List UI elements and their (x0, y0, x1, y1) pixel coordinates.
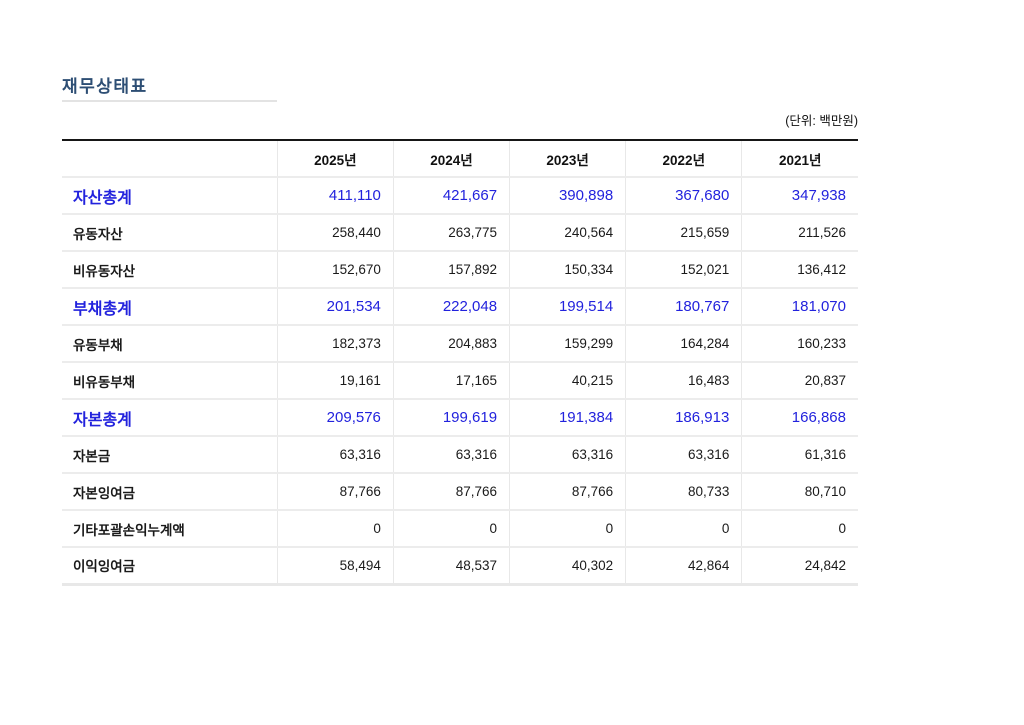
value-cell: 186,913 (625, 399, 742, 437)
value-cell: 204,883 (392, 325, 510, 363)
value-cell: 58,494 (276, 547, 394, 585)
value-cell: 222,048 (392, 288, 510, 326)
row-retained-earnings: 이익잉여금 58,494 48,537 40,302 42,864 24,842 (62, 547, 858, 585)
page-title: 재무상태표 (62, 77, 148, 96)
value-cell: 240,564 (509, 214, 626, 252)
value-cell: 63,316 (276, 436, 394, 474)
value-cell: 87,766 (392, 473, 510, 511)
year-header-2021: 2021년 (741, 140, 858, 178)
row-capital-stock: 자본금 63,316 63,316 63,316 63,316 61,316 (62, 436, 858, 474)
value-cell: 201,534 (276, 288, 394, 326)
value-cell: 136,412 (741, 251, 858, 289)
row-label: 유동자산 (62, 214, 278, 252)
value-cell: 199,514 (509, 288, 626, 326)
row-non-current-assets: 비유동자산 152,670 157,892 150,334 152,021 13… (62, 251, 858, 289)
corner-cell (62, 140, 278, 178)
value-cell: 215,659 (625, 214, 742, 252)
value-cell: 0 (392, 510, 510, 548)
value-cell: 17,165 (392, 362, 510, 400)
unit-note: (단위: 백만원) (785, 114, 858, 128)
value-cell: 63,316 (625, 436, 742, 474)
value-cell: 347,938 (741, 177, 858, 215)
value-cell: 63,316 (509, 436, 626, 474)
row-label: 자본잉여금 (62, 473, 278, 511)
value-cell: 63,316 (392, 436, 510, 474)
value-cell: 166,868 (741, 399, 858, 437)
value-cell: 211,526 (741, 214, 858, 252)
value-cell: 40,215 (509, 362, 626, 400)
value-cell: 199,619 (392, 399, 510, 437)
row-label: 기타포괄손익누계액 (62, 510, 278, 548)
row-label: 이익잉여금 (62, 547, 278, 585)
value-cell: 258,440 (276, 214, 394, 252)
value-cell: 0 (509, 510, 626, 548)
value-cell: 159,299 (509, 325, 626, 363)
row-label: 비유동자산 (62, 251, 278, 289)
value-cell: 40,302 (509, 547, 626, 585)
header-row: 2025년 2024년 2023년 2022년 2021년 (62, 140, 858, 178)
value-cell: 180,767 (625, 288, 742, 326)
value-cell: 20,837 (741, 362, 858, 400)
value-cell: 152,670 (276, 251, 394, 289)
balance-sheet-table: 2025년 2024년 2023년 2022년 2021년 자산총계 411,1… (62, 139, 858, 586)
row-label: 부채총계 (62, 288, 278, 326)
value-cell: 411,110 (276, 177, 394, 215)
year-header-2025: 2025년 (276, 140, 394, 178)
value-cell: 80,710 (741, 473, 858, 511)
row-label: 자본총계 (62, 399, 278, 437)
value-cell: 0 (741, 510, 858, 548)
row-total-liabilities: 부채총계 201,534 222,048 199,514 180,767 181… (62, 288, 858, 326)
row-accumulated-oci: 기타포괄손익누계액 0 0 0 0 0 (62, 510, 858, 548)
value-cell: 150,334 (509, 251, 626, 289)
value-cell: 160,233 (741, 325, 858, 363)
row-current-assets: 유동자산 258,440 263,775 240,564 215,659 211… (62, 214, 858, 252)
value-cell: 87,766 (509, 473, 626, 511)
row-total-assets: 자산총계 411,110 421,667 390,898 367,680 347… (62, 177, 858, 215)
value-cell: 24,842 (741, 547, 858, 585)
value-cell: 87,766 (276, 473, 394, 511)
row-label: 유동부채 (62, 325, 278, 363)
value-cell: 181,070 (741, 288, 858, 326)
value-cell: 191,384 (509, 399, 626, 437)
row-non-current-liabilities: 비유동부채 19,161 17,165 40,215 16,483 20,837 (62, 362, 858, 400)
value-cell: 164,284 (625, 325, 742, 363)
value-cell: 0 (625, 510, 742, 548)
year-header-2024: 2024년 (392, 140, 510, 178)
value-cell: 16,483 (625, 362, 742, 400)
value-cell: 0 (276, 510, 394, 548)
row-total-equity: 자본총계 209,576 199,619 191,384 186,913 166… (62, 399, 858, 437)
title-underline (62, 100, 277, 102)
value-cell: 19,161 (276, 362, 394, 400)
row-current-liabilities: 유동부채 182,373 204,883 159,299 164,284 160… (62, 325, 858, 363)
value-cell: 209,576 (276, 399, 394, 437)
value-cell: 390,898 (509, 177, 626, 215)
row-label: 자본금 (62, 436, 278, 474)
value-cell: 48,537 (392, 547, 510, 585)
row-label: 자산총계 (62, 177, 278, 215)
value-cell: 157,892 (392, 251, 510, 289)
value-cell: 263,775 (392, 214, 510, 252)
year-header-2022: 2022년 (625, 140, 742, 178)
value-cell: 61,316 (741, 436, 858, 474)
row-capital-surplus: 자본잉여금 87,766 87,766 87,766 80,733 80,710 (62, 473, 858, 511)
year-header-2023: 2023년 (509, 140, 626, 178)
value-cell: 182,373 (276, 325, 394, 363)
value-cell: 42,864 (625, 547, 742, 585)
row-label: 비유동부채 (62, 362, 278, 400)
value-cell: 421,667 (392, 177, 510, 215)
value-cell: 367,680 (625, 177, 742, 215)
value-cell: 80,733 (625, 473, 742, 511)
value-cell: 152,021 (625, 251, 742, 289)
